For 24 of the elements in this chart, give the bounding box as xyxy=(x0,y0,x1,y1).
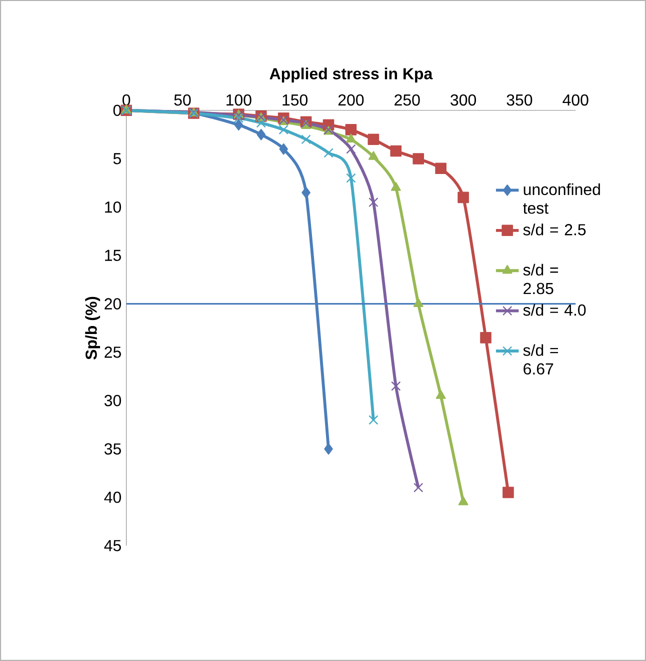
y-tick-label: 30 xyxy=(104,394,121,406)
y-tick-label: 5 xyxy=(113,153,121,164)
x-tick-label: 0 xyxy=(122,94,130,106)
x-tick-label: 200 xyxy=(338,94,364,106)
y-tick-label: 25 xyxy=(104,346,121,358)
y-tick-label: 20 xyxy=(104,298,121,310)
x-tick-label: 300 xyxy=(450,94,476,106)
x-axis-title: Applied stress in Kpa xyxy=(270,68,433,83)
x-tick-label: 400 xyxy=(562,94,588,106)
x-tick-label: 350 xyxy=(506,94,532,106)
y-tick-label: 10 xyxy=(105,201,121,213)
x-tick-label: 100 xyxy=(226,94,252,106)
y-axis-title: Sp/b (%) xyxy=(85,296,100,360)
y-tick-label: 35 xyxy=(104,443,121,455)
y-tick-label: 0 xyxy=(113,104,121,116)
y-tick-label: 45 xyxy=(104,540,121,552)
legend-label: s/d = 2.5 xyxy=(523,224,586,236)
x-tick-label: 50 xyxy=(174,94,191,106)
x-tick-label: 150 xyxy=(282,94,308,106)
y-tick-label: 15 xyxy=(105,250,121,262)
legend-label: s/d = 4.0 xyxy=(523,304,586,316)
y-tick-label: 40 xyxy=(104,492,121,503)
x-tick-label: 250 xyxy=(394,94,420,106)
legend-label: s/d = 6.67 xyxy=(523,344,558,375)
